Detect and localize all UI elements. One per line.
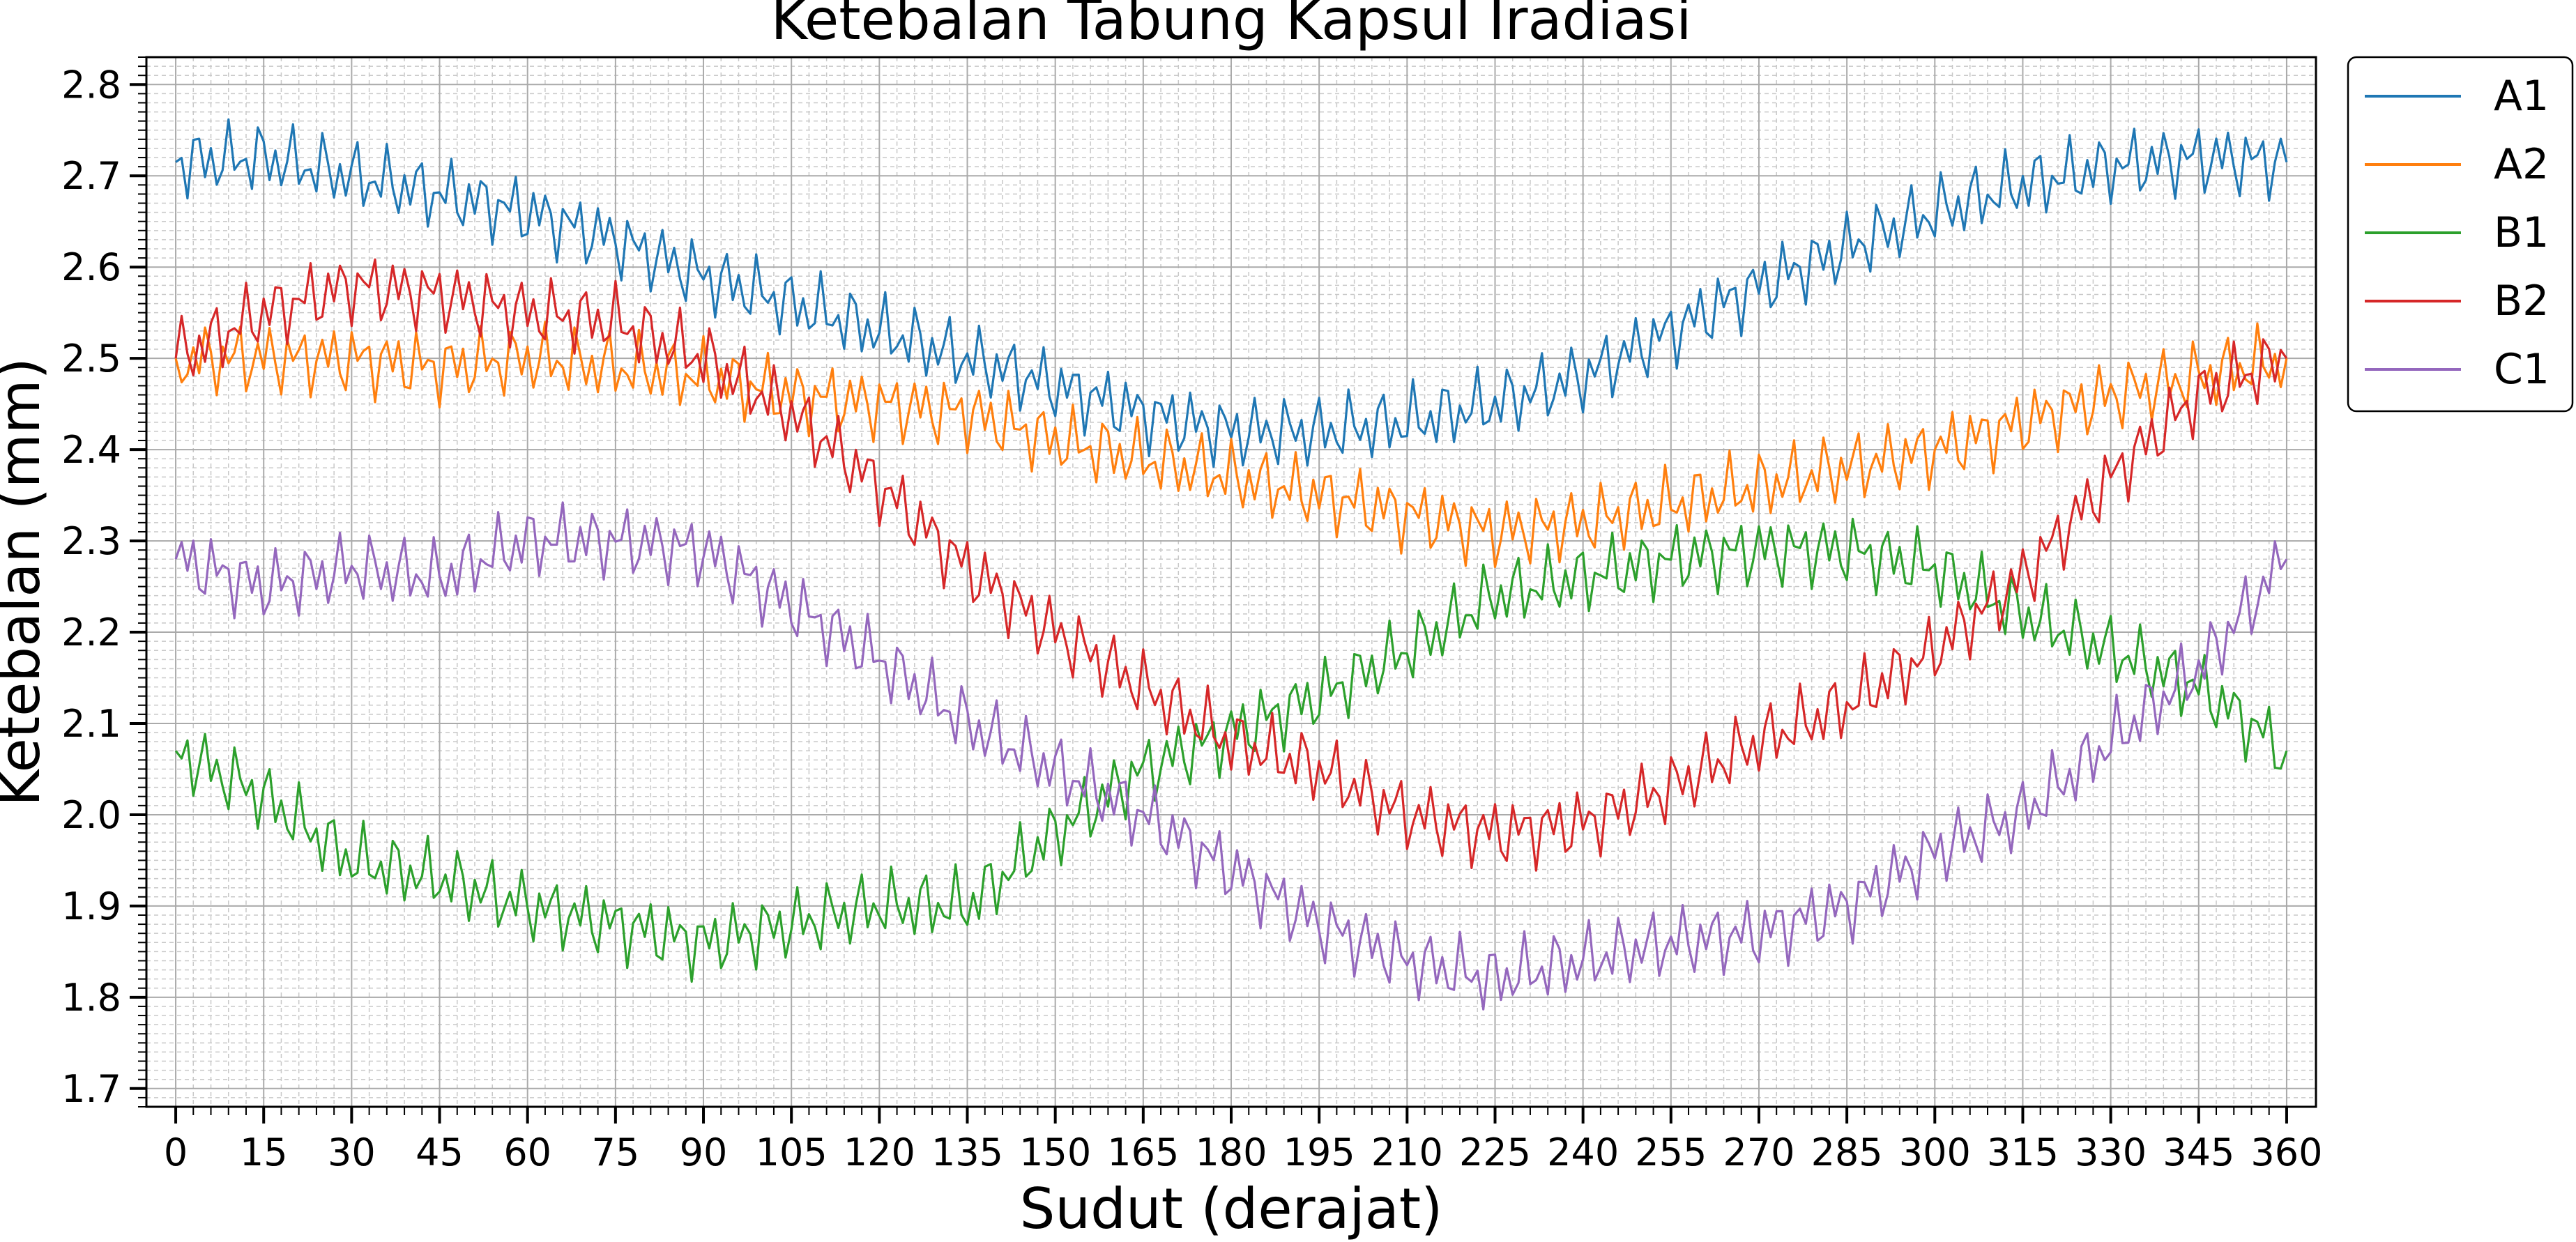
x-tick-label: 255 [1635,1130,1707,1174]
legend-item-b1: B1 [2365,208,2549,257]
chart-title: Ketebalan Tabung Kapsul Iradiasi [771,0,1692,52]
legend-item-a2: A2 [2365,140,2549,189]
x-tick-label: 0 [164,1130,188,1174]
x-tick-label: 285 [1811,1130,1883,1174]
legend-label: B2 [2494,277,2549,325]
x-tick-label: 90 [680,1130,728,1174]
series-line-c1 [174,501,2288,1011]
x-tick-label: 360 [2250,1130,2322,1174]
y-tick-label: 2.5 [61,337,121,381]
x-tick-label: 135 [931,1130,1003,1174]
x-tick-label: 330 [2075,1130,2147,1174]
x-tick-label: 30 [328,1130,376,1174]
legend-label: A2 [2494,140,2549,189]
y-tick-label: 2.1 [61,702,121,746]
legend-label: A1 [2494,72,2549,121]
x-tick-label: 60 [503,1130,551,1174]
legend: A1 A2 B1 B2 C1 [2347,56,2574,413]
x-axis-label: Sudut (derajat) [1020,1176,1443,1241]
y-tick-label: 2.8 [61,63,121,107]
y-tick-label: 1.8 [61,976,121,1020]
x-tick-label: 45 [416,1130,464,1174]
grid [146,56,2316,1107]
x-tick-label: 300 [1899,1130,1971,1174]
x-tick-label: 315 [1987,1130,2059,1174]
y-tick-label: 2.4 [61,428,121,472]
x-tick-label: 180 [1195,1130,1267,1174]
legend-item-a1: A1 [2365,72,2549,121]
x-tick-label: 225 [1459,1130,1531,1174]
series-line-a1 [175,118,2288,468]
x-tick-label: 75 [592,1130,640,1174]
y-tick-label: 2.2 [61,611,121,654]
x-tick-label: 210 [1371,1130,1443,1174]
y-tick-label: 1.7 [61,1067,121,1111]
x-axis: 0 15 30 45 60 75 90 105 120 135 150 165 180 195 210 225… [164,1107,2322,1174]
y-axis-label: Ketebalan (mm) [0,358,52,806]
legend-item-c1: C1 [2365,345,2550,394]
x-tick-label: 240 [1547,1130,1619,1174]
y-tick-label: 2.0 [61,793,121,837]
x-tick-label: 165 [1107,1130,1179,1174]
y-tick-label: 1.9 [61,884,121,928]
y-tick-label: 2.6 [61,245,121,289]
legend-label: C1 [2494,345,2550,394]
y-axis: 1.7 1.8 1.9 2.0 2.1 2.2 2.3 2.4 2.5 2.6 2.7 2.8 [61,56,146,1111]
x-tick-label: 120 [844,1130,915,1174]
plot-lines [174,118,2288,1011]
x-tick-label: 15 [240,1130,288,1174]
x-tick-label: 345 [2163,1130,2234,1174]
series-line-b1 [174,517,2288,983]
y-tick-label: 2.7 [61,154,121,198]
series-line-a2 [174,321,2288,569]
legend-item-b2: B2 [2365,277,2549,325]
x-tick-label: 150 [1019,1130,1091,1174]
series-line-b2 [174,258,2288,872]
y-tick-label: 2.3 [61,519,121,563]
legend-label: B1 [2494,208,2549,257]
x-tick-label: 195 [1283,1130,1355,1174]
x-tick-label: 105 [756,1130,828,1174]
x-tick-label: 270 [1723,1130,1794,1174]
